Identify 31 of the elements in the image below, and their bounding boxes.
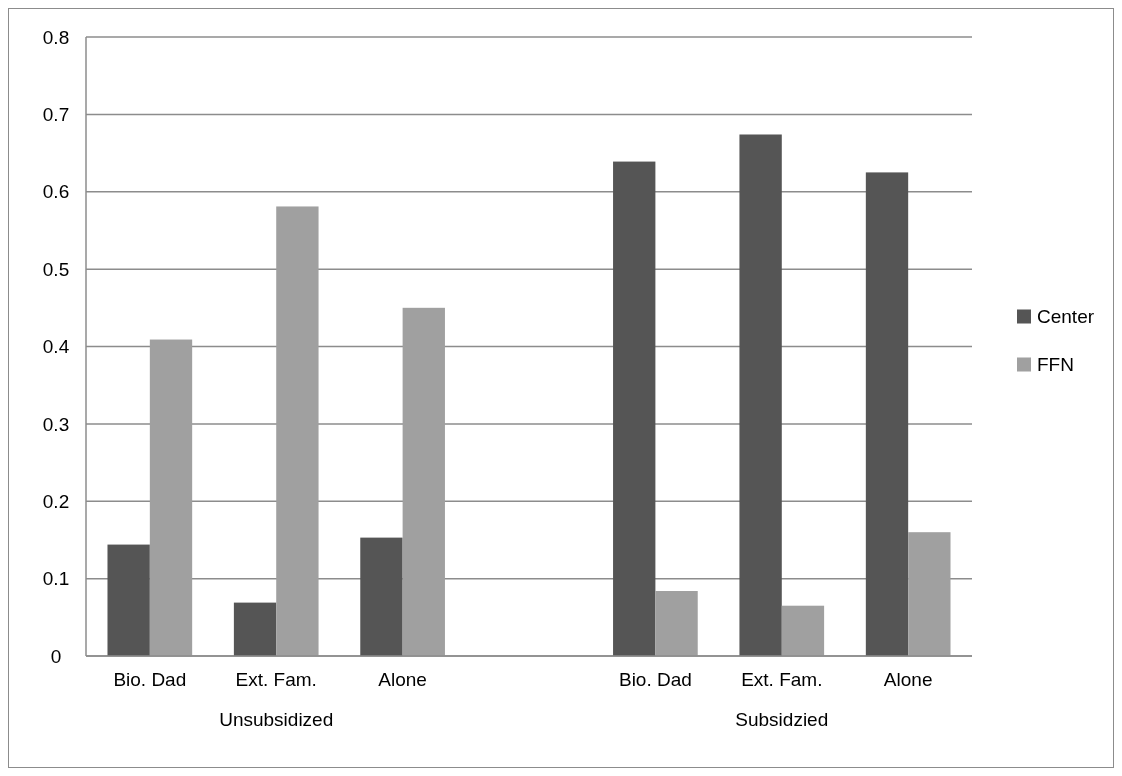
bar [908,532,951,656]
x-tick-label: Ext. Fam. [235,669,317,690]
y-tick-label: 0.5 [42,258,70,280]
bar [613,161,656,656]
y-tick-label: 0.3 [42,413,70,435]
y-tick-label: 0.6 [42,181,70,203]
legend-label: FFN [1037,354,1074,376]
bar [402,307,445,656]
x-tick-label: Ext. Fam. [741,669,823,690]
bar [149,339,193,656]
bar [360,537,403,656]
x-tick-label: Bio. Dad [618,669,692,690]
bar [865,172,909,656]
text: Subsidzied [735,709,829,730]
bar [276,206,319,656]
y-tick-label: 0.1 [42,568,70,590]
legend-label: Center [1037,306,1095,328]
y-tick-label: 0.4 [42,336,70,358]
bar [107,544,150,656]
y-tick-label: 0 [50,645,62,667]
x-tick-label: Alone [883,669,933,690]
y-tick-label: 0.7 [42,104,70,126]
bar [781,605,825,656]
text: Unsubsidized [219,709,334,730]
bar [655,591,698,656]
x-tick-label: Alone [378,669,427,690]
bar [233,602,277,656]
y-tick-label: 0.2 [42,490,70,512]
bar [739,134,782,656]
x-tick-label: Bio. Dad [113,669,187,690]
y-tick-label: 0.8 [42,26,70,48]
